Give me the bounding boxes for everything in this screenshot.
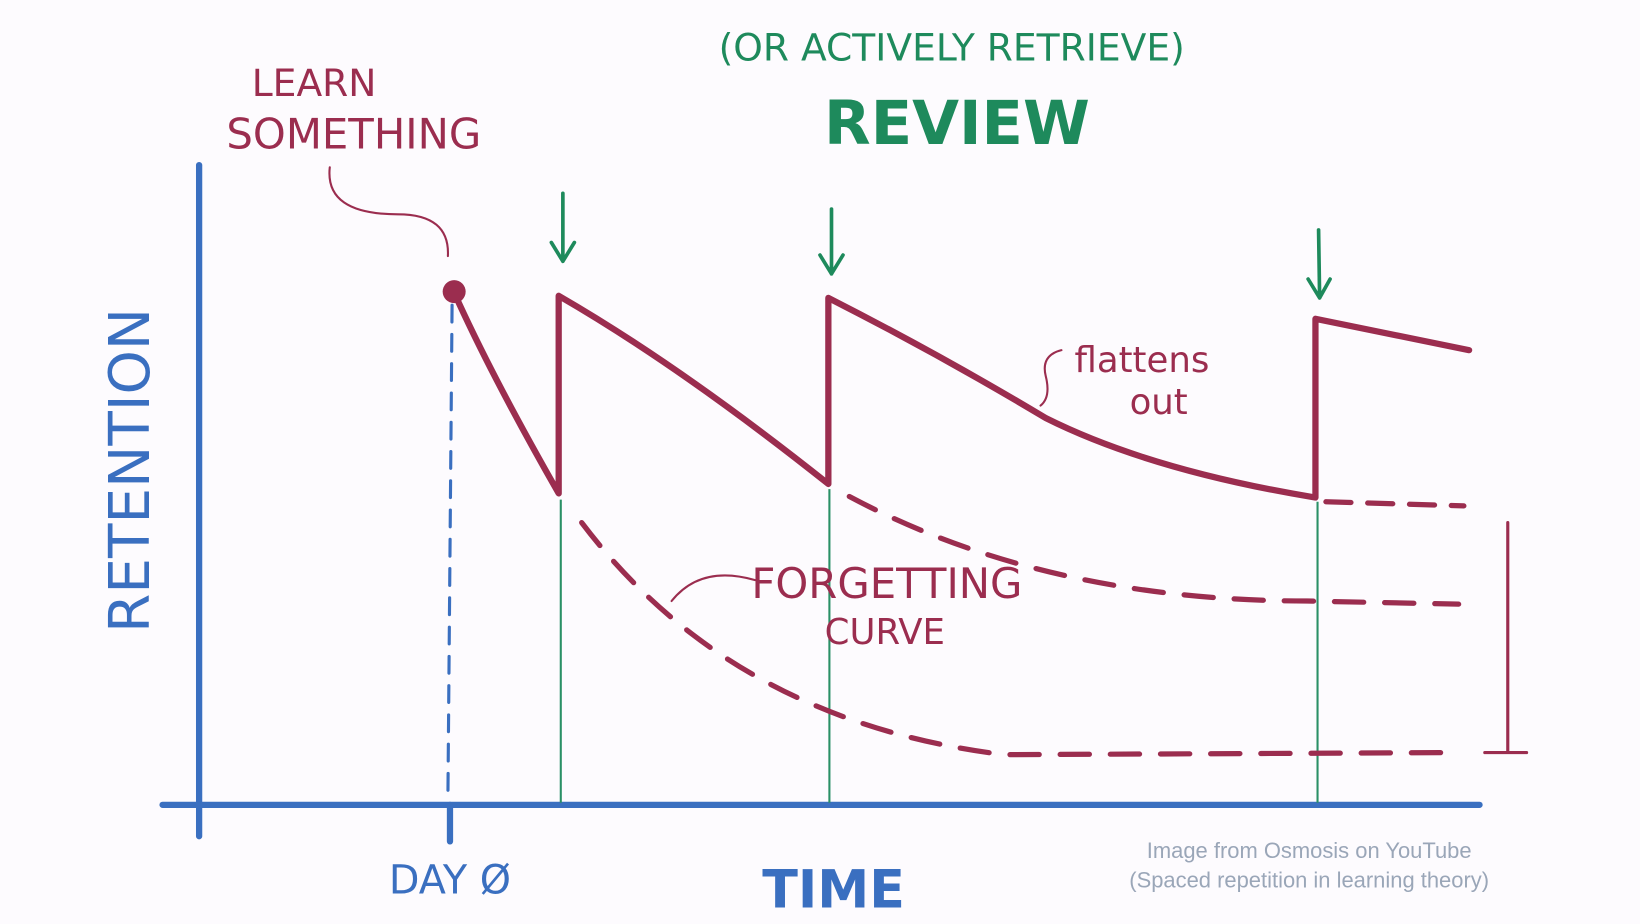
forgetting-curve (1323, 499, 1467, 509)
axes (159, 162, 1483, 845)
title: REVIEW (824, 89, 1090, 159)
annotation: out (1130, 382, 1188, 423)
y-axis-label: RETENTION (98, 308, 163, 633)
arrow (549, 191, 577, 264)
leader-line (670, 574, 757, 603)
review-arrows (549, 191, 1332, 300)
arrow (818, 207, 845, 276)
forgetting-curve (579, 520, 1462, 758)
annotation: flattens (1075, 340, 1210, 381)
annotation: CURVE (825, 612, 945, 653)
annotation: FORGETTING (751, 559, 1022, 608)
start-dot (442, 280, 466, 304)
curves (328, 166, 1529, 758)
credit: (Spaced repetition in learning theory) (1129, 867, 1489, 892)
note: (OR ACTIVELY RETRIEVE) (719, 26, 1185, 70)
x-axis-label: TIME (762, 859, 905, 920)
annotation: LEARN (252, 61, 377, 105)
arrow (1306, 228, 1332, 300)
credit: Image from Osmosis on YouTube (1147, 838, 1472, 863)
retention-curve (451, 289, 1473, 501)
annotation: SOMETHING (226, 109, 481, 158)
origin-label: DAY Ø (389, 858, 511, 904)
day-zero-guide (446, 303, 454, 802)
forgetting-curve (846, 493, 1462, 607)
leader-line (1039, 349, 1063, 407)
bracket (1483, 521, 1529, 755)
leader-line (328, 166, 449, 258)
